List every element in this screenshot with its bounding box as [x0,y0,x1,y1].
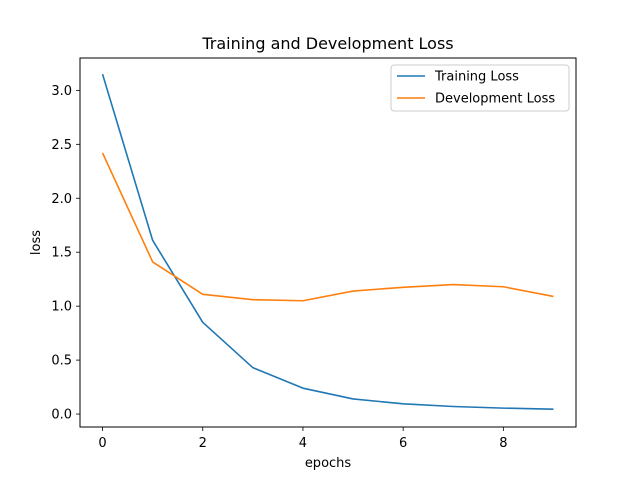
series-line-development-loss [101,152,554,302]
y-tick-label: 0.5 [51,354,72,369]
series-line-training-loss [101,73,554,410]
y-axis-ticks: 0.0 0.5 1.0 1.5 2.0 2.5 3.0 [51,84,80,423]
x-tick-label: 6 [399,436,407,451]
legend-box [390,64,570,112]
y-tick-label: 0.0 [51,408,72,423]
y-tick-label: 1.5 [51,246,72,261]
x-axis-ticks: 0 2 4 6 8 [98,427,507,451]
y-tick-label: 3.0 [51,84,72,99]
plot-lines [101,73,554,410]
plot-frame [79,57,577,428]
x-tick-label: 2 [199,436,207,451]
legend-label-development-loss: Development Loss [435,92,555,107]
x-tick-label: 8 [499,436,507,451]
y-tick-label: 1.0 [51,300,72,315]
chart-title: Training and Development Loss [201,34,453,53]
legend-label-training-loss: Training Loss [434,70,519,85]
legend: Training Loss Development Loss [390,64,570,112]
y-axis-label: loss [29,230,44,255]
x-tick-label: 0 [98,436,106,451]
x-tick-label: 4 [299,436,307,451]
y-tick-label: 2.5 [51,138,72,153]
y-tick-label: 2.0 [51,192,72,207]
x-axis-label: epochs [305,456,352,471]
